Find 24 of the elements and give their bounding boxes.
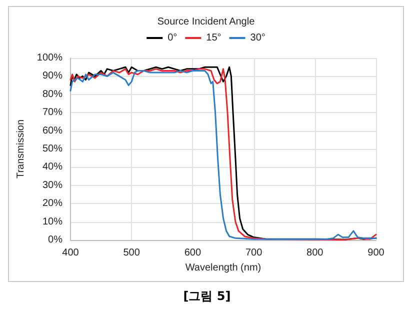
x-tick-label: 800 xyxy=(306,248,324,258)
legend-label: 15° xyxy=(206,32,222,44)
y-tick-label: 0% xyxy=(48,234,63,246)
y-tick-label: 70% xyxy=(42,107,63,118)
y-tick-label: 40% xyxy=(42,162,63,173)
y-tick-label: 30% xyxy=(42,180,63,191)
legend-label: 0° xyxy=(168,32,178,44)
legend-title: Source Incident Angle xyxy=(157,16,256,28)
y-tick-label: 60% xyxy=(42,125,63,136)
y-tick-label: 90% xyxy=(42,70,63,82)
x-axis-title: Wavelength (nm) xyxy=(185,262,262,274)
y-tick-label: 10% xyxy=(42,216,63,228)
y-tick-label: 100% xyxy=(36,52,63,64)
x-tick-label: 400 xyxy=(62,248,80,258)
legend-label: 30° xyxy=(250,32,266,44)
x-tick-label: 900 xyxy=(368,248,385,258)
y-tick-label: 80% xyxy=(42,88,63,100)
y-tick-label: 50% xyxy=(42,144,63,154)
y-axis-title: Transmission xyxy=(16,119,26,179)
x-tick-label: 600 xyxy=(184,248,202,258)
y-tick-label: 20% xyxy=(42,198,63,210)
x-tick-label: 500 xyxy=(123,248,140,258)
x-tick-label: 700 xyxy=(245,248,263,258)
text: [그림 5] xyxy=(182,288,232,305)
